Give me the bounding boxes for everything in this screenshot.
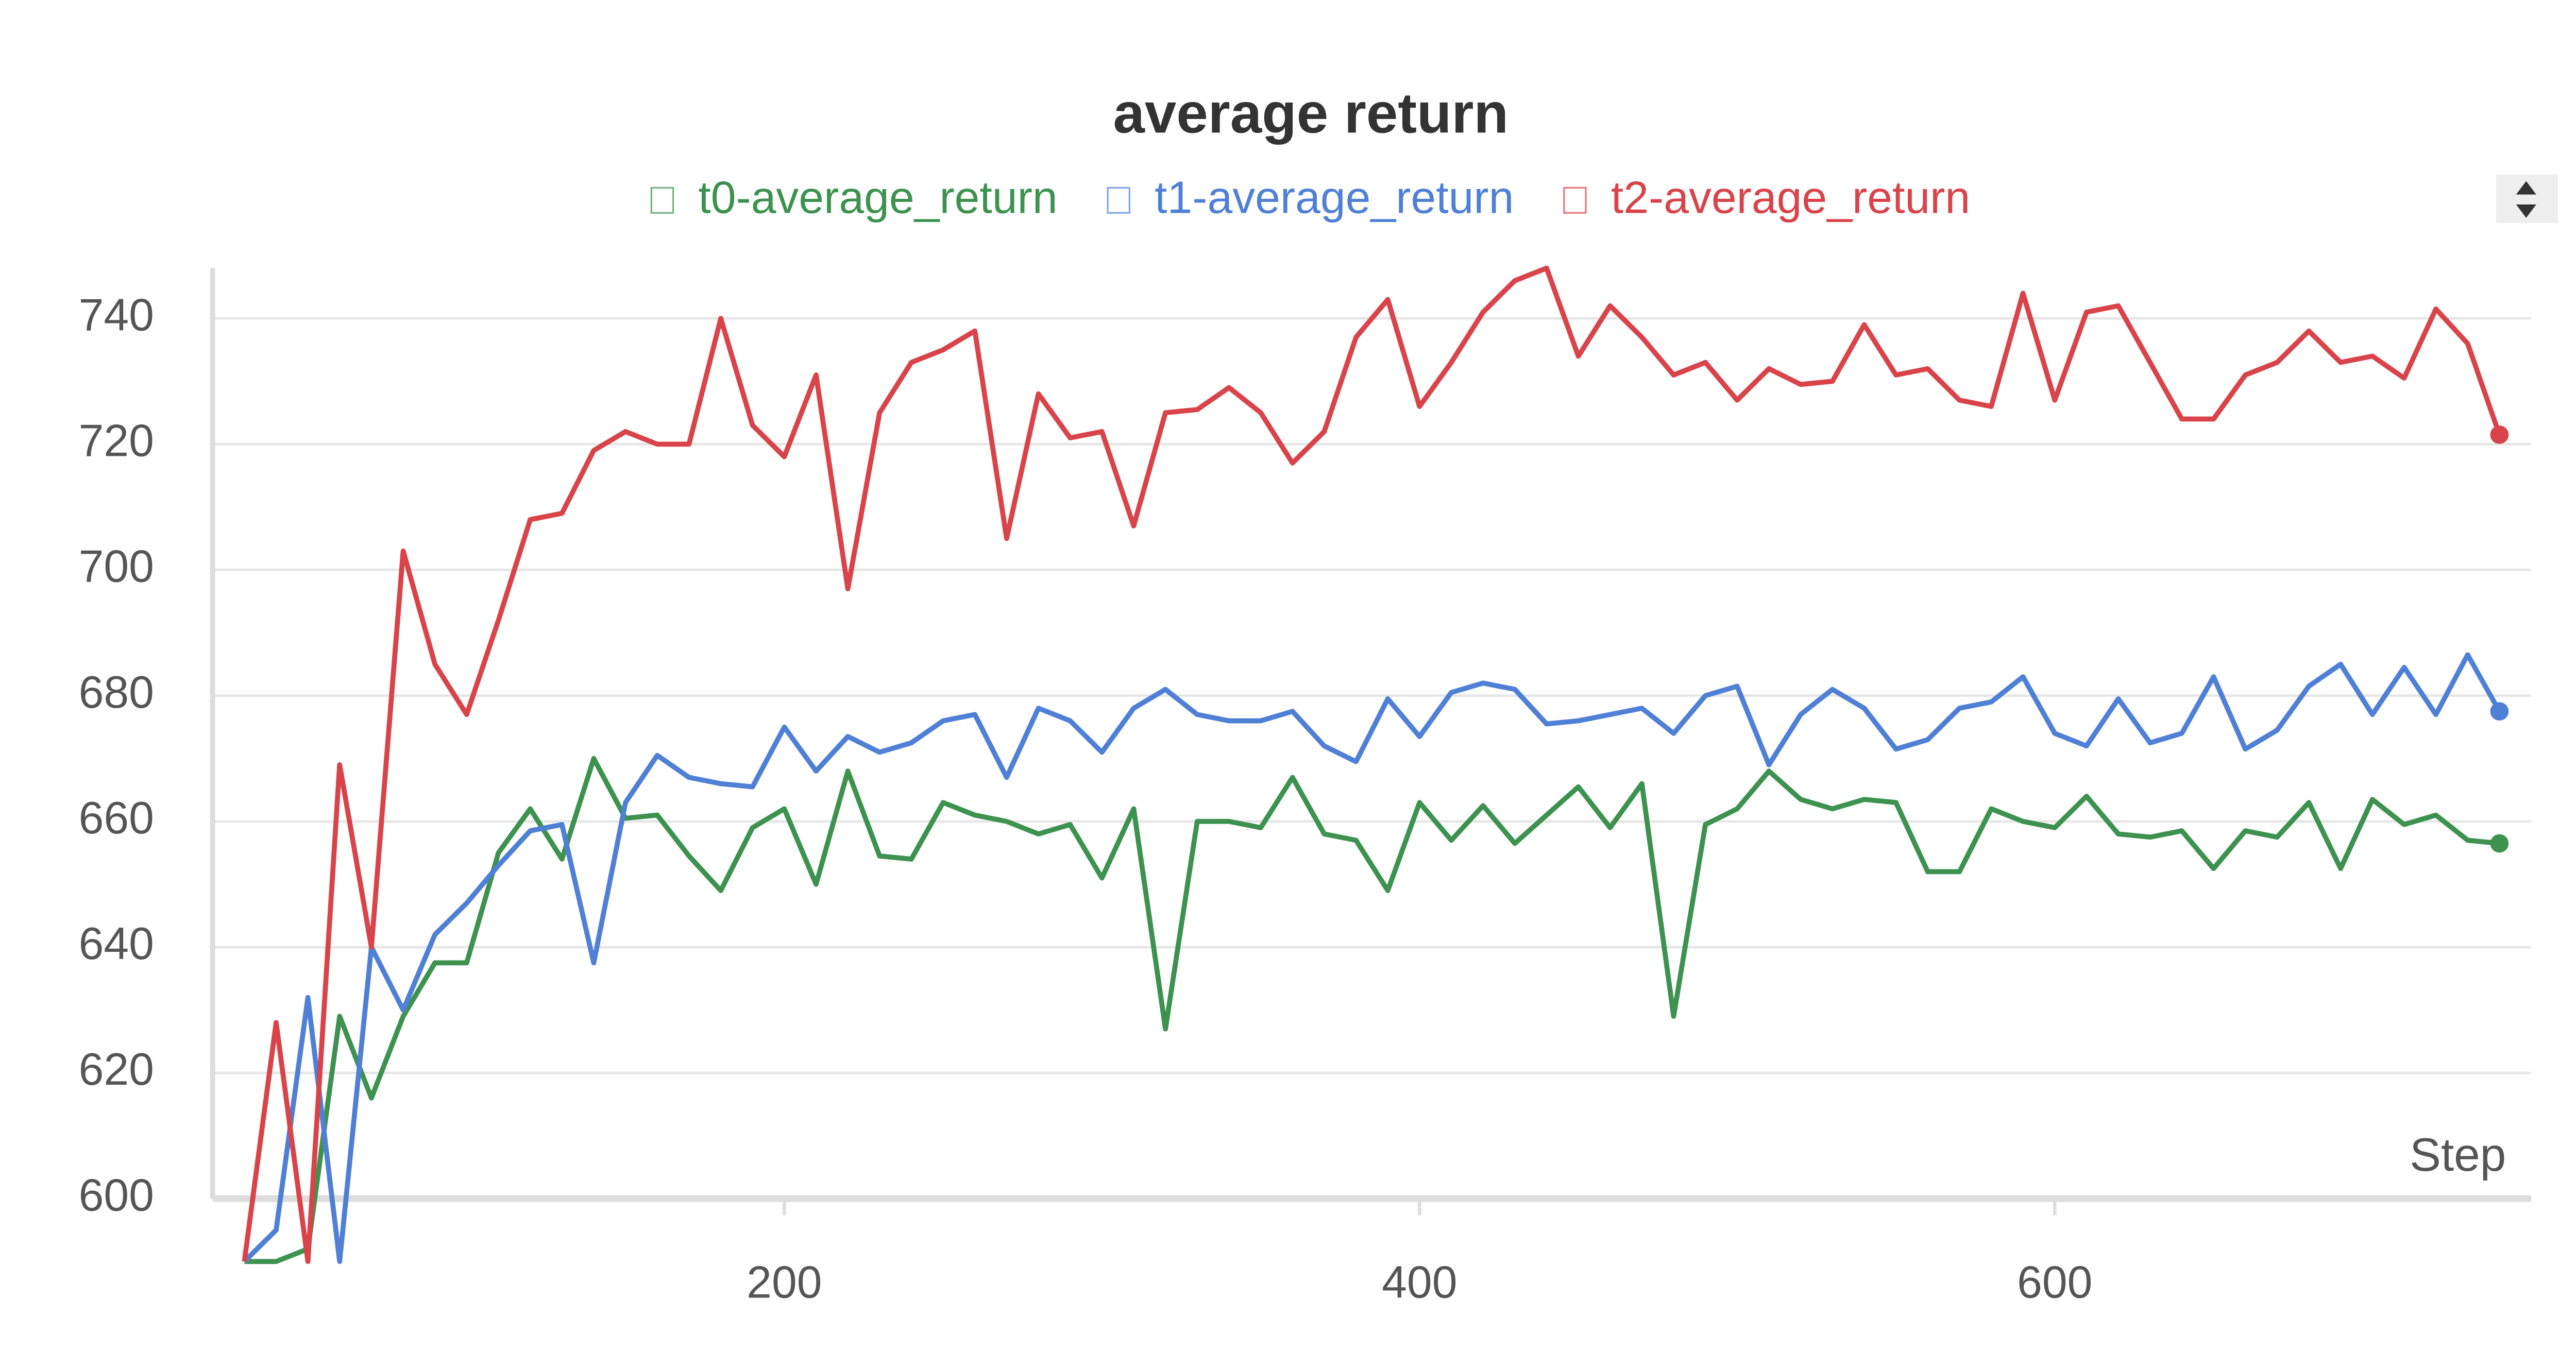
y-tick-label: 640 bbox=[79, 918, 154, 969]
series-line bbox=[242, 265, 2502, 1264]
series-group bbox=[242, 652, 2502, 1264]
scroll-control[interactable] bbox=[2496, 174, 2558, 223]
end-dot bbox=[2490, 834, 2509, 853]
legend-label: t1-average_return bbox=[1155, 173, 1514, 223]
series-group bbox=[242, 265, 2502, 1264]
scroll-arrows[interactable] bbox=[2516, 181, 2536, 218]
series-group bbox=[244, 756, 2500, 1264]
legend-label: t0-average_return bbox=[698, 173, 1057, 223]
series-line bbox=[244, 756, 2500, 1264]
y-tick-label: 720 bbox=[79, 416, 154, 466]
end-dot bbox=[2490, 702, 2509, 721]
legend-marker bbox=[650, 186, 674, 214]
x-tick-label: 200 bbox=[747, 1257, 822, 1307]
y-tick-label: 600 bbox=[79, 1170, 154, 1220]
y-tick-label: 700 bbox=[79, 541, 154, 592]
chart-title: average return bbox=[1113, 81, 1509, 145]
legend-marker bbox=[1563, 186, 1587, 214]
x-tick-label: 400 bbox=[1382, 1257, 1457, 1307]
series-line bbox=[242, 652, 2502, 1264]
y-tick-label: 620 bbox=[79, 1044, 154, 1095]
y-tick-label: 680 bbox=[79, 667, 154, 717]
x-axis-label: Step bbox=[2410, 1129, 2506, 1181]
legend-label: t2-average_return bbox=[1611, 173, 1970, 223]
end-dot bbox=[2490, 425, 2509, 444]
y-tick-label: 740 bbox=[79, 289, 154, 340]
x-tick-label: 600 bbox=[2017, 1257, 2092, 1307]
y-tick-label: 660 bbox=[79, 793, 154, 843]
legend-marker bbox=[1107, 186, 1130, 214]
